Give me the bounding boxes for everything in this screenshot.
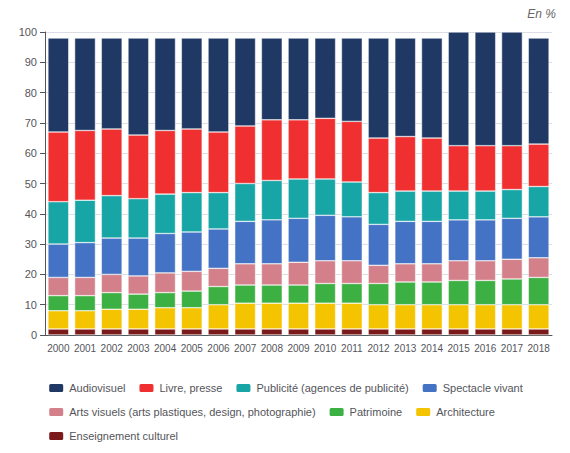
svg-text:Spectacle vivant: Spectacle vivant bbox=[443, 382, 523, 394]
svg-text:2016: 2016 bbox=[474, 343, 497, 354]
svg-text:2015: 2015 bbox=[447, 343, 470, 354]
svg-text:30: 30 bbox=[25, 238, 37, 250]
svg-text:2003: 2003 bbox=[127, 343, 150, 354]
svg-text:Publicité (agences de publicit: Publicité (agences de publicité) bbox=[256, 382, 408, 394]
svg-text:0: 0 bbox=[31, 329, 37, 341]
svg-text:2006: 2006 bbox=[207, 343, 230, 354]
svg-text:Architecture: Architecture bbox=[436, 406, 495, 418]
svg-text:2012: 2012 bbox=[367, 343, 390, 354]
svg-text:10: 10 bbox=[25, 299, 37, 311]
svg-text:2001: 2001 bbox=[74, 343, 97, 354]
svg-text:En %: En % bbox=[527, 7, 556, 21]
svg-text:50: 50 bbox=[25, 178, 37, 190]
svg-text:2010: 2010 bbox=[314, 343, 337, 354]
svg-text:2004: 2004 bbox=[154, 343, 177, 354]
svg-text:2002: 2002 bbox=[101, 343, 124, 354]
svg-text:70: 70 bbox=[25, 117, 37, 129]
svg-text:2018: 2018 bbox=[528, 343, 551, 354]
svg-text:40: 40 bbox=[25, 208, 37, 220]
svg-text:2013: 2013 bbox=[394, 343, 417, 354]
svg-text:2005: 2005 bbox=[181, 343, 204, 354]
svg-text:2007: 2007 bbox=[234, 343, 257, 354]
svg-text:Audiovisuel: Audiovisuel bbox=[69, 382, 125, 394]
svg-text:2017: 2017 bbox=[501, 343, 524, 354]
svg-text:2009: 2009 bbox=[287, 343, 310, 354]
svg-text:20: 20 bbox=[25, 268, 37, 280]
svg-text:Patrimoine: Patrimoine bbox=[350, 406, 403, 418]
svg-text:90: 90 bbox=[25, 56, 37, 68]
svg-text:100: 100 bbox=[19, 26, 37, 38]
svg-text:Arts visuels (arts plastiques,: Arts visuels (arts plastiques, design, p… bbox=[69, 406, 315, 418]
svg-text:Enseignement culturel: Enseignement culturel bbox=[69, 430, 178, 442]
svg-text:2008: 2008 bbox=[261, 343, 284, 354]
svg-text:80: 80 bbox=[25, 87, 37, 99]
svg-text:2011: 2011 bbox=[341, 343, 363, 354]
svg-text:60: 60 bbox=[25, 147, 37, 159]
svg-text:2000: 2000 bbox=[47, 343, 70, 354]
svg-text:2014: 2014 bbox=[421, 343, 444, 354]
svg-text:Livre, presse: Livre, presse bbox=[159, 382, 222, 394]
